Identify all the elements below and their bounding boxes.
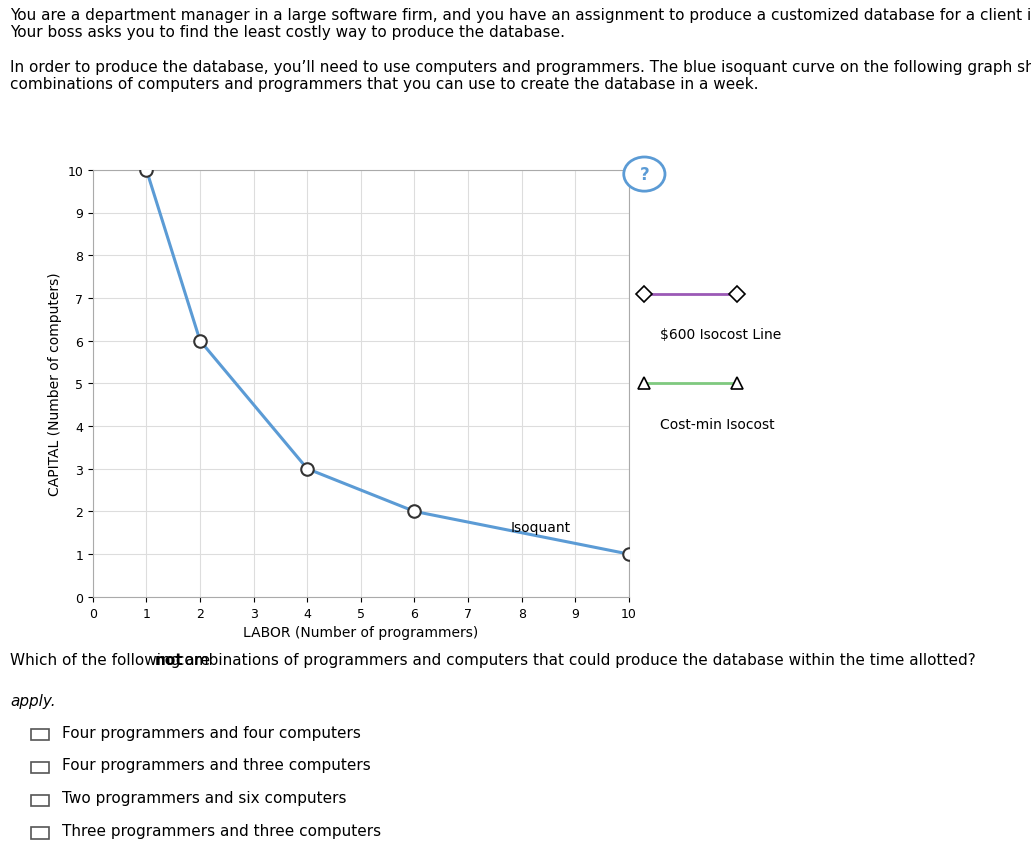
Text: Which of the following are: Which of the following are (10, 653, 215, 667)
FancyBboxPatch shape (31, 729, 49, 740)
X-axis label: LABOR (Number of programmers): LABOR (Number of programmers) (243, 625, 478, 640)
FancyBboxPatch shape (31, 762, 49, 773)
Text: Four programmers and four computers: Four programmers and four computers (62, 725, 361, 740)
Circle shape (624, 158, 665, 192)
Text: not: not (155, 653, 184, 667)
Text: Two programmers and six computers: Two programmers and six computers (62, 790, 346, 805)
Text: Isoquant: Isoquant (511, 520, 571, 534)
Text: Four programmers and three computers: Four programmers and three computers (62, 757, 370, 773)
Text: ?: ? (639, 165, 650, 184)
Text: You are a department manager in a large software firm, and you have an assignmen: You are a department manager in a large … (10, 8, 1031, 92)
Text: combinations of programmers and computers that could produce the database within: combinations of programmers and computer… (171, 653, 980, 667)
FancyBboxPatch shape (31, 795, 49, 806)
Text: Three programmers and three computers: Three programmers and three computers (62, 823, 381, 838)
Text: apply.: apply. (10, 693, 56, 708)
Y-axis label: CAPITAL (Number of computers): CAPITAL (Number of computers) (47, 272, 62, 496)
Text: $600 Isocost Line: $600 Isocost Line (660, 328, 781, 341)
FancyBboxPatch shape (31, 827, 49, 838)
Text: Cost-min Isocost: Cost-min Isocost (660, 417, 774, 431)
